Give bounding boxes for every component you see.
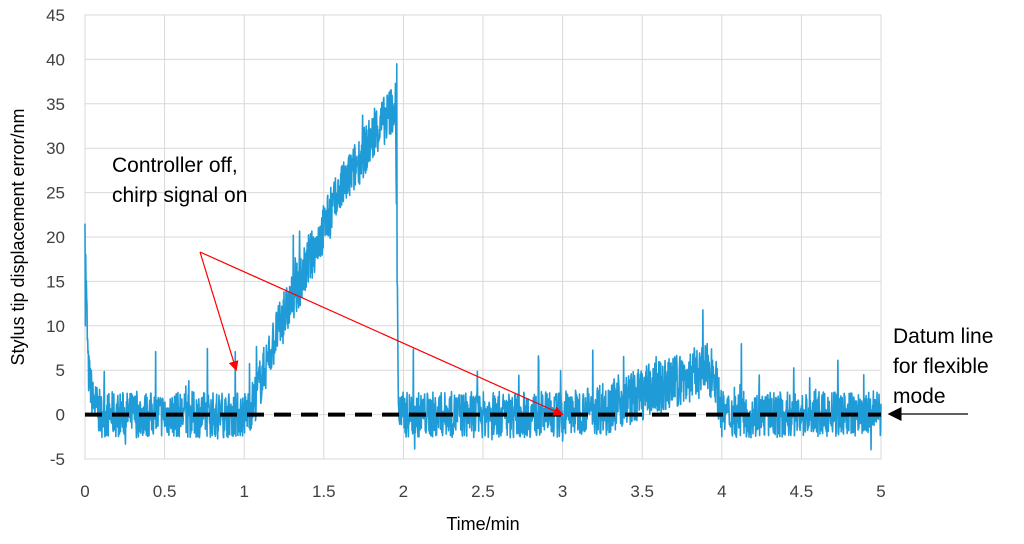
annotation-controller-off-line-2: chirp signal on <box>112 184 247 207</box>
y-tick-label: 45 <box>46 6 65 25</box>
annotation-datum-line-line-1: Datum line <box>893 325 993 348</box>
x-tick-label: 4.5 <box>790 482 814 501</box>
x-tick-label: 0.5 <box>153 482 177 501</box>
x-tick-label: 2 <box>399 482 408 501</box>
annotation-arrow-to-chirp-region <box>199 251 564 416</box>
x-tick-label: 1 <box>239 482 248 501</box>
y-axis-ticks: -5 0 5 10 15 20 25 30 35 40 45 <box>46 6 65 469</box>
y-tick-label: 35 <box>46 95 65 114</box>
x-tick-label: 3 <box>558 482 567 501</box>
x-tick-label: 1.5 <box>312 482 336 501</box>
y-tick-label: 20 <box>46 228 65 247</box>
annotation-controller-off-line-1: Controller off, <box>112 154 238 177</box>
x-axis-ticks: 0 0.5 1 1.5 2 2.5 3 3.5 4 4.5 5 <box>80 482 885 501</box>
y-tick-label: 40 <box>46 50 65 69</box>
x-axis-title: Time/min <box>446 514 519 534</box>
annotation-controller-off: Controller off, chirp signal on <box>112 154 247 207</box>
annotation-datum-line: Datum line for flexible mode <box>893 325 999 408</box>
y-tick-label: 30 <box>46 139 65 158</box>
y-tick-label: 5 <box>56 361 65 380</box>
y-tick-label: 10 <box>46 317 65 336</box>
x-tick-label: 4 <box>717 482 726 501</box>
x-tick-label: 0 <box>80 482 89 501</box>
y-tick-label: 0 <box>56 406 65 425</box>
x-tick-label: 5 <box>876 482 885 501</box>
x-tick-label: 3.5 <box>630 482 654 501</box>
annotation-datum-line-line-3: mode <box>893 385 946 408</box>
y-tick-label: 15 <box>46 272 65 291</box>
y-tick-label: -5 <box>50 450 65 469</box>
x-tick-label: 2.5 <box>471 482 495 501</box>
y-axis-title: Stylus tip displacement error/nm <box>8 108 28 365</box>
y-tick-label: 25 <box>46 184 65 203</box>
annotation-arrow-to-controller-off <box>199 251 239 372</box>
annotation-datum-line-line-2: for flexible <box>893 355 989 378</box>
